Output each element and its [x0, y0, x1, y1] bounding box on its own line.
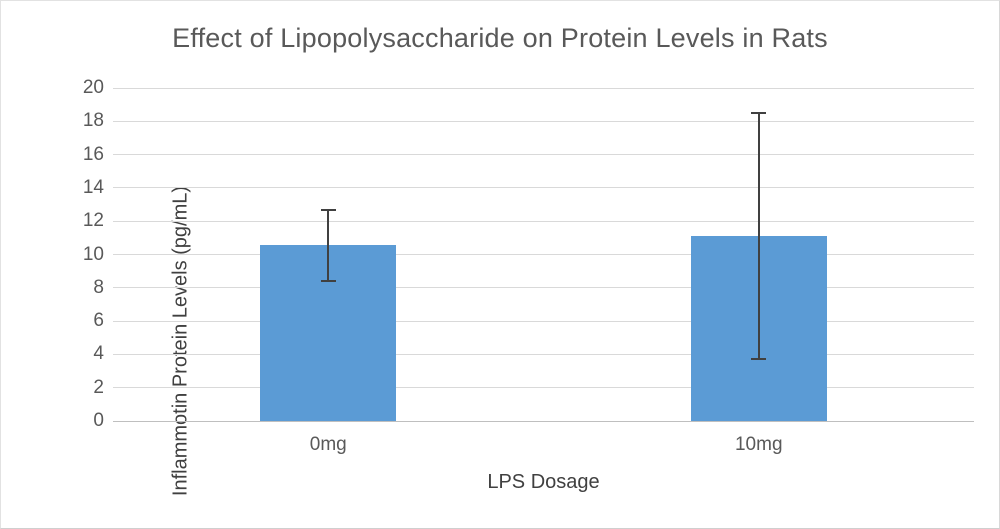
y-tick-label: 2	[93, 376, 104, 398]
error-bar-cap	[751, 358, 767, 361]
error-bar-line	[757, 112, 760, 360]
gridline	[113, 220, 974, 222]
y-tick-label: 16	[82, 143, 104, 165]
y-tick-label: 14	[82, 176, 104, 198]
x-tick-label: 10mg	[734, 434, 783, 455]
y-tick-label: 8	[93, 276, 104, 298]
gridline	[113, 154, 974, 156]
error-bar-cap	[320, 208, 336, 211]
gridline	[113, 120, 974, 122]
gridline	[113, 187, 974, 189]
y-tick-label: 4	[93, 343, 104, 365]
gridline	[113, 353, 974, 355]
gridline	[113, 254, 974, 255]
error-bar-line	[327, 209, 330, 282]
y-tick-label: 6	[93, 310, 104, 332]
chart-title: Effect of Lipopolysaccharide on Protein …	[172, 23, 828, 53]
x-tick-label: 0mg	[309, 434, 347, 455]
y-tick-label: 10	[82, 243, 104, 265]
y-tick-label: 18	[82, 110, 104, 132]
gridline	[113, 387, 974, 389]
gridline	[113, 287, 974, 289]
y-tick-label: 12	[82, 210, 104, 232]
y-tick-label: 0	[93, 410, 104, 431]
error-bar-cap	[751, 111, 767, 114]
x-axis-line	[113, 421, 974, 422]
y-axis-title: Inflammotin Protein Levels (pg/mL)	[169, 185, 192, 497]
gridline	[113, 320, 974, 322]
error-bar-cap	[320, 280, 336, 283]
x-axis-title: LPS Dosage	[487, 471, 600, 493]
y-tick-label: 20	[82, 77, 104, 98]
gridline	[113, 87, 974, 89]
plot-area: Inflammotin Protein Levels (pg/mL)	[113, 87, 974, 496]
